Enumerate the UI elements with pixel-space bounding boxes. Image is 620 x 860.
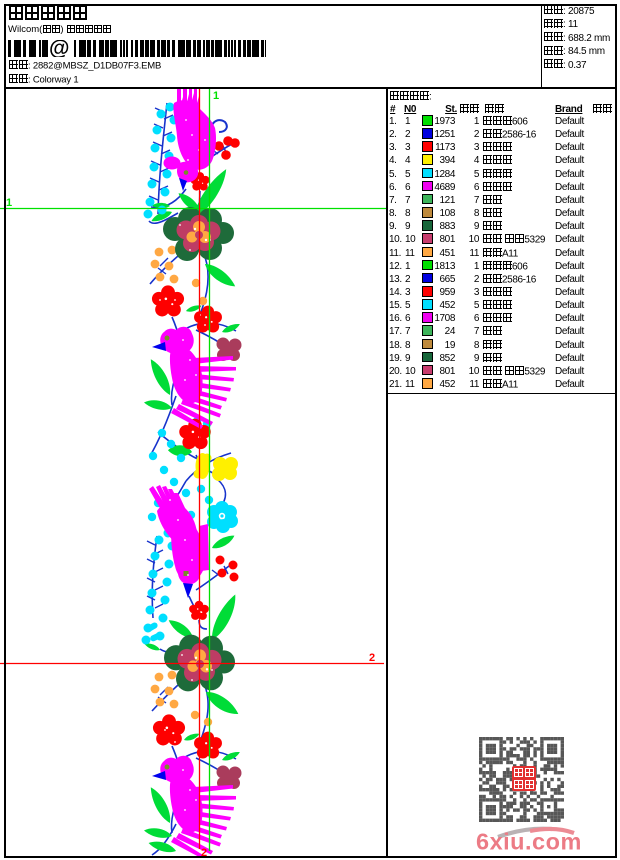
svg-text:2: 2 <box>369 652 375 664</box>
svg-text:6xiu.com: 6xiu.com <box>476 829 582 855</box>
svg-text:1: 1 <box>6 197 12 209</box>
svg-text:2: 2 <box>201 847 207 859</box>
svg-text:1: 1 <box>213 90 219 102</box>
svg-text:@: @ <box>49 40 69 57</box>
